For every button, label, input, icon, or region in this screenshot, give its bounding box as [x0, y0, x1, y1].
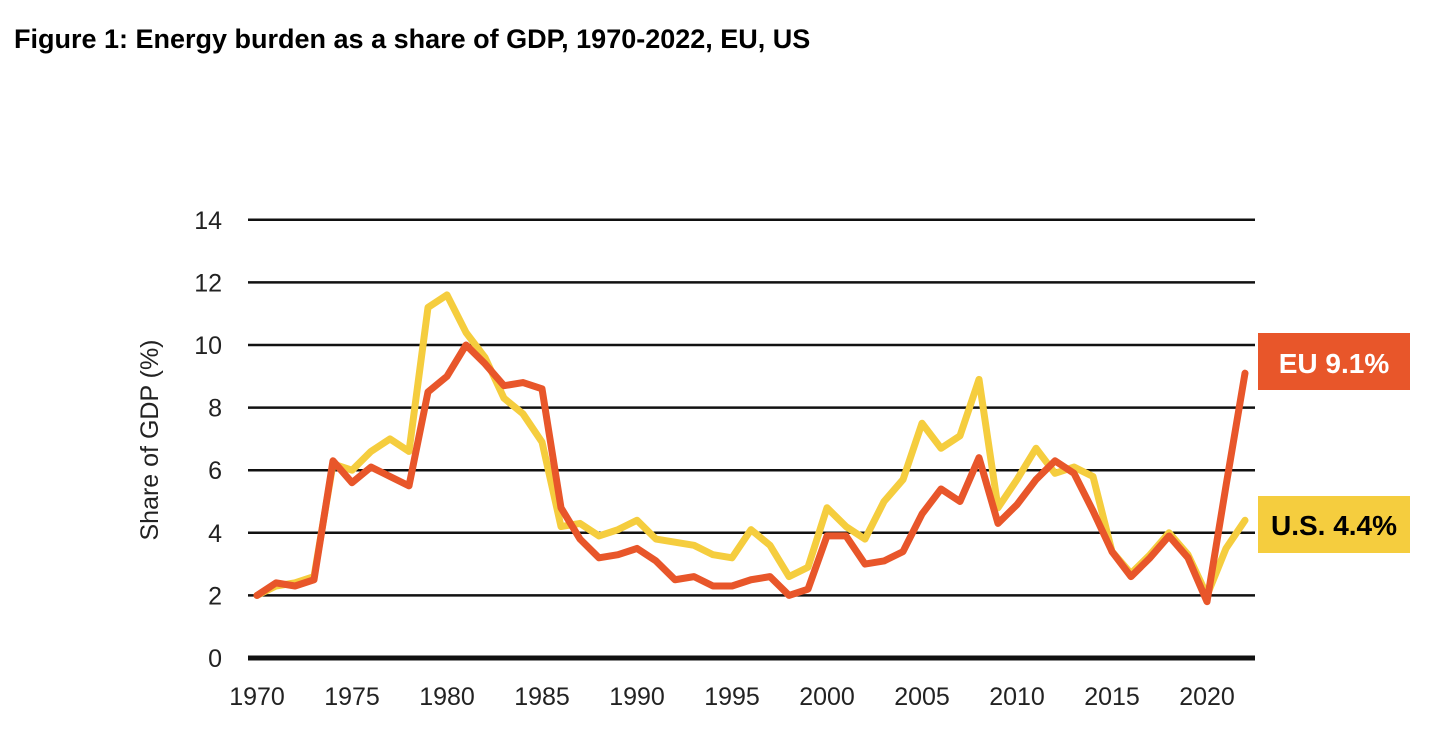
y-tick-label: 6 — [208, 457, 222, 485]
end-label: EU 9.1% — [1279, 348, 1390, 379]
x-tick-label: 2020 — [1179, 683, 1235, 711]
y-tick-label: 10 — [194, 332, 222, 360]
x-tick-label: 2000 — [799, 683, 855, 711]
y-tick-label: 2 — [208, 582, 222, 610]
end-label-box — [1258, 496, 1410, 553]
x-tick-label: 1985 — [514, 683, 570, 711]
end-label-box — [1258, 333, 1410, 390]
y-tick-label: 4 — [208, 520, 222, 548]
x-tick-label: 1980 — [419, 683, 475, 711]
y-tick-label: 14 — [194, 207, 222, 235]
x-tick-label: 1995 — [704, 683, 760, 711]
series-line-eu — [253, 341, 1249, 606]
y-axis-label: Share of GDP (%) — [136, 339, 164, 540]
x-tick-label: 1990 — [609, 683, 665, 711]
x-tick-label: 1975 — [324, 683, 380, 711]
x-tick-label: 2015 — [1084, 683, 1140, 711]
y-tick-label: 8 — [208, 395, 222, 423]
x-tick-label: 2010 — [989, 683, 1045, 711]
x-tick-label: 1970 — [229, 683, 285, 711]
x-tick-label: 2005 — [894, 683, 950, 711]
end-label: U.S. 4.4% — [1271, 510, 1397, 541]
y-tick-label: 12 — [194, 269, 222, 297]
y-tick-label: 0 — [208, 645, 222, 673]
series-line-us — [253, 291, 1249, 599]
chart-title: Figure 1: Energy burden as a share of GD… — [14, 24, 811, 54]
